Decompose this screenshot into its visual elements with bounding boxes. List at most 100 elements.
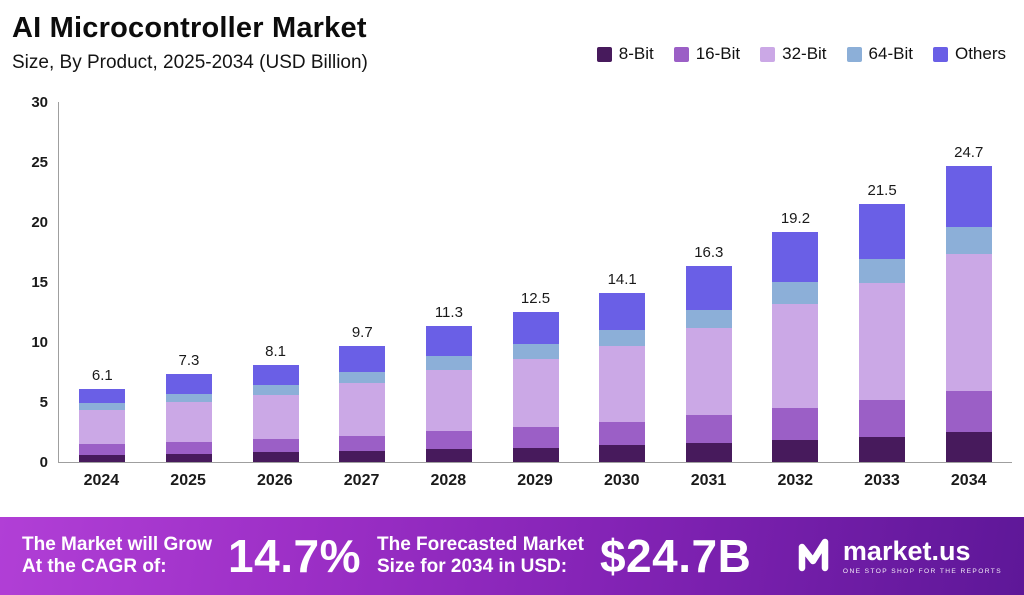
bar-segment-8-bit: [252, 452, 299, 462]
bar-total-label: 16.3: [694, 244, 724, 262]
bar-segment-others: [79, 388, 126, 404]
bottom-banner: The Market will Grow At the CAGR of: 14.…: [0, 517, 1024, 595]
bar-segment-32-bit: [599, 345, 646, 423]
x-axis-label: 2032: [777, 472, 814, 489]
bar-stack: [512, 312, 559, 462]
bar-stack: [252, 364, 299, 462]
legend-label: Others: [954, 44, 1006, 63]
bar-segment-64-bit: [79, 403, 126, 411]
bar-group-2025: 7.3: [146, 102, 233, 462]
chart-inner: 0 5 10 15 20 25 30 6.1 7.3 8.1 9.7 11.3 12.5 14.1 16.…: [14, 94, 1012, 471]
bar-segment-16-bit: [165, 441, 212, 454]
legend-item-others: Others: [932, 44, 1006, 64]
logo-text-block: market.us ONE STOP SHOP FOR THE REPORTS: [842, 535, 1002, 575]
y-tick-label: 15: [31, 274, 48, 291]
bar-segment-32-bit: [425, 369, 472, 431]
legend-label: 8-Bit: [618, 44, 654, 63]
x-axis-label: 2027: [343, 472, 380, 489]
bar-segment-32-bit: [859, 283, 906, 400]
bar-segment-others: [252, 364, 299, 386]
legend-swatch: [932, 46, 948, 62]
chart-subtitle: Size, By Product, 2025-2034 (USD Billion…: [12, 52, 368, 73]
bar-segment-8-bit: [685, 442, 732, 462]
bar-segment-64-bit: [599, 330, 646, 346]
bar-stack: [859, 204, 906, 462]
bar-segment-64-bit: [945, 226, 992, 255]
bar-group-2029: 12.5: [492, 102, 579, 462]
cagr-label: The Market will Grow At the CAGR of:: [22, 533, 213, 577]
bar-segment-64-bit: [512, 344, 559, 359]
logo-tagline: ONE STOP SHOP FOR THE REPORTS: [842, 567, 1002, 575]
bar-total-label: 6.1: [91, 366, 113, 384]
x-axis-label: 2024: [83, 472, 120, 489]
bar-group-2026: 8.1: [232, 102, 319, 462]
y-tick-label: 25: [31, 154, 48, 171]
bar-segment-others: [772, 231, 819, 283]
bar-group-2032: 19.2: [752, 102, 839, 462]
bar-stack: [165, 374, 212, 462]
legend-swatch: [760, 46, 776, 62]
bar-segment-others: [685, 266, 732, 310]
bar-segment-16-bit: [79, 444, 126, 455]
bar-segment-64-bit: [165, 393, 212, 403]
bar-total-label: 8.1: [265, 342, 287, 360]
bar-segment-8-bit: [772, 440, 819, 462]
bar-group-2033: 21.5: [839, 102, 926, 462]
bar-segment-8-bit: [859, 436, 906, 462]
y-tick-label: 30: [31, 94, 48, 111]
bar-total-label: 7.3: [178, 352, 200, 370]
bar-total-label: 11.3: [434, 304, 463, 322]
x-axis-label: 2029: [517, 472, 553, 489]
bar-group-2028: 11.3: [406, 102, 493, 462]
bar-segment-others: [945, 165, 992, 227]
bar-stack: [79, 388, 126, 462]
bar-segment-others: [339, 345, 386, 373]
bar-segment-8-bit: [79, 454, 126, 462]
bar-segment-32-bit: [685, 327, 732, 416]
bar-segment-64-bit: [772, 282, 819, 304]
bar-segment-others: [599, 292, 646, 331]
bar-segment-32-bit: [512, 358, 559, 428]
market-us-logo: market.us ONE STOP SHOP FOR THE REPORTS: [794, 535, 1002, 578]
legend-label: 16-Bit: [695, 44, 741, 63]
legend-label: 32-Bit: [782, 44, 827, 63]
bar-segment-others: [165, 374, 212, 394]
bar-stack: [685, 266, 732, 462]
x-axis-label: 2028: [430, 472, 467, 489]
bar-total-label: 24.7: [954, 143, 984, 161]
bar-segment-64-bit: [425, 356, 472, 370]
legend-swatch: [596, 46, 612, 62]
legend-swatch: [846, 46, 862, 62]
y-tick-label: 20: [31, 214, 48, 231]
y-tick-label: 0: [39, 454, 48, 471]
bar-stack: [339, 345, 386, 462]
bar-stack: [599, 292, 646, 462]
stacked-bar-chart: 0 5 10 15 20 25 30 6.1 7.3 8.1 9.7 11.3 12.5 14.1 16.…: [14, 94, 1012, 490]
bar-segment-32-bit: [945, 254, 992, 392]
bar-segment-16-bit: [252, 439, 299, 453]
bar-segment-others: [859, 204, 906, 260]
bar-segment-16-bit: [772, 408, 819, 441]
bar-segment-64-bit: [685, 309, 732, 328]
x-axis-label: 2025: [170, 472, 206, 489]
bar-segment-8-bit: [165, 453, 212, 462]
y-tick-label: 5: [39, 394, 48, 411]
legend: 8-Bit 16-Bit 32-Bit 64-Bit Others: [596, 44, 1006, 64]
market-us-logo-icon: [794, 535, 834, 578]
bar-segment-32-bit: [252, 394, 299, 440]
bar-segment-8-bit: [945, 432, 992, 462]
bar-stack: [425, 326, 472, 462]
bar-segment-8-bit: [599, 445, 646, 462]
bar-stack: [945, 165, 992, 462]
x-axis-label: 2031: [690, 472, 727, 489]
legend-item-8-bit: 8-Bit: [596, 44, 654, 64]
bar-segment-32-bit: [165, 402, 212, 442]
cagr-value: 14.7%: [228, 530, 361, 582]
logo-name: market.us: [842, 535, 971, 566]
bar-segment-16-bit: [339, 435, 386, 452]
legend-item-64-bit: 64-Bit: [846, 44, 913, 64]
legend-item-32-bit: 32-Bit: [760, 44, 827, 64]
bar-segment-others: [425, 326, 472, 357]
bar-segment-16-bit: [599, 422, 646, 446]
